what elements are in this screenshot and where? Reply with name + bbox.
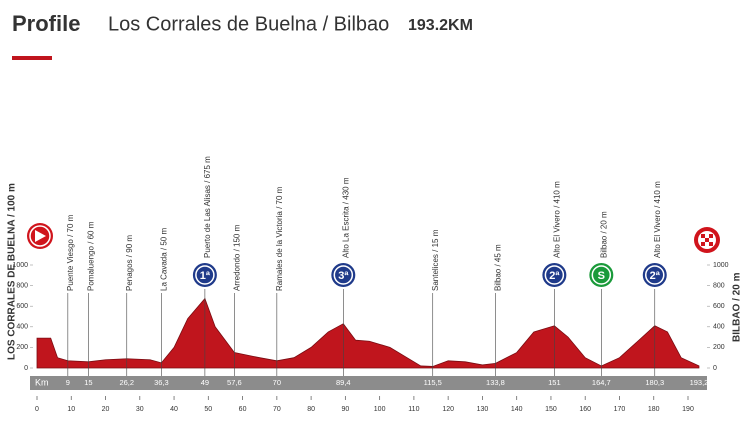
x-tick-label: 70	[273, 406, 281, 413]
y2-tick-label: 1000	[713, 262, 729, 269]
waypoint-label: Bilbao / 20 m	[599, 211, 608, 258]
waypoint-icon-text: 3ª	[338, 270, 349, 282]
start-label: LOS CORRALES DE BUELNA / 100 m	[7, 183, 18, 360]
km-band	[30, 376, 707, 390]
waypoint-label: Puerto de Las Alisas / 675 m	[203, 156, 212, 258]
waypoint-label: Alto El Vivero / 410 m	[653, 181, 662, 258]
km-label: 49	[201, 378, 209, 387]
page-title: Profile	[12, 11, 80, 36]
km-label: 15	[84, 378, 92, 387]
x-tick-label: 10	[67, 406, 75, 413]
y-tick-label: 800	[16, 282, 28, 289]
y-tick-label: 200	[16, 344, 28, 351]
waypoint-icon-ring	[591, 265, 612, 285]
waypoint-label: Alto La Escrita / 430 m	[341, 177, 350, 258]
x-tick-label: 40	[170, 406, 178, 413]
waypoint-label: Puente Viesgo / 70 m	[66, 214, 75, 291]
x-tick-label: 180	[648, 406, 660, 413]
km-label: 164,7	[592, 378, 611, 387]
waypoint-label: Ramales de la Victoria / 70 m	[275, 186, 284, 291]
y-tick-label: 0	[24, 365, 28, 372]
x-tick-label: 80	[307, 406, 315, 413]
x-tick-label: 110	[408, 406, 419, 413]
route: Los Corrales de Buelna / Bilbao	[108, 13, 389, 35]
waypoint-icon-ring	[195, 265, 215, 285]
title-underline	[12, 56, 52, 60]
km-label: 133,8	[486, 378, 505, 387]
waypoint-label: Arredondo / 150 m	[232, 224, 241, 291]
waypoint-icon-text: 2ª	[549, 270, 560, 282]
x-tick-label: 90	[341, 406, 349, 413]
km-label: 36,3	[154, 378, 169, 387]
waypoint-icon-text: 2ª	[650, 270, 661, 282]
waypoint-icon-ring	[645, 265, 665, 285]
x-tick-label: 190	[682, 406, 694, 413]
x-tick-label: 30	[136, 406, 144, 413]
km-label: 180,3	[645, 378, 664, 387]
waypoint-label: Bilbao / 45 m	[494, 244, 503, 291]
x-tick-label: 120	[442, 406, 454, 413]
waypoint-label: La Cavada / 50 m	[159, 228, 168, 291]
finish-label: BILBAO / 20 m	[732, 272, 743, 342]
km-label: 9	[66, 378, 70, 387]
waypoint-icon-ring	[333, 265, 354, 285]
x-tick-label: 160	[579, 406, 591, 413]
x-tick-label: 50	[204, 406, 212, 413]
x-tick-label: 140	[511, 406, 523, 413]
km-label: 70	[273, 378, 281, 387]
waypoint-label: Penagos / 90 m	[125, 235, 134, 291]
km-title: Km	[35, 377, 49, 387]
y2-tick-label: 600	[713, 303, 725, 310]
waypoint-icon-text: 1ª	[200, 270, 211, 282]
y2-tick-label: 0	[713, 365, 717, 372]
km-label: 151	[548, 378, 561, 387]
x-tick-label: 0	[35, 406, 39, 413]
waypoint-label: Alto El Vivero / 410 m	[552, 181, 561, 258]
finish-icon	[694, 227, 720, 253]
km-label: 193,2	[690, 378, 709, 387]
y2-tick-label: 800	[713, 282, 725, 289]
x-tick-label: 130	[477, 406, 489, 413]
distance: 193.2KM	[408, 17, 473, 34]
km-label: 115,5	[424, 378, 442, 387]
x-tick-label: 150	[545, 406, 557, 413]
y-tick-label: 1000	[12, 262, 28, 269]
km-label: 89,4	[336, 378, 351, 387]
x-tick-label: 60	[239, 406, 247, 413]
y2-tick-label: 400	[713, 324, 725, 331]
elevation-area	[36, 297, 700, 369]
x-tick-label: 100	[374, 406, 386, 413]
waypoint-icon-ring	[544, 265, 565, 285]
waypoint-label: Santelices / 15 m	[431, 229, 440, 291]
x-tick-label: 20	[102, 406, 110, 413]
km-label: 57,6	[227, 378, 242, 387]
y2-tick-label: 200	[713, 344, 725, 351]
x-tick-label: 170	[614, 406, 626, 413]
y-tick-label: 400	[16, 324, 28, 331]
waypoint-icon-text: S	[598, 270, 605, 282]
waypoint-label: Pomaluengo / 60 m	[87, 221, 96, 291]
km-label: 26,2	[119, 378, 134, 387]
y-tick-label: 600	[16, 303, 28, 310]
start-icon	[27, 223, 53, 249]
